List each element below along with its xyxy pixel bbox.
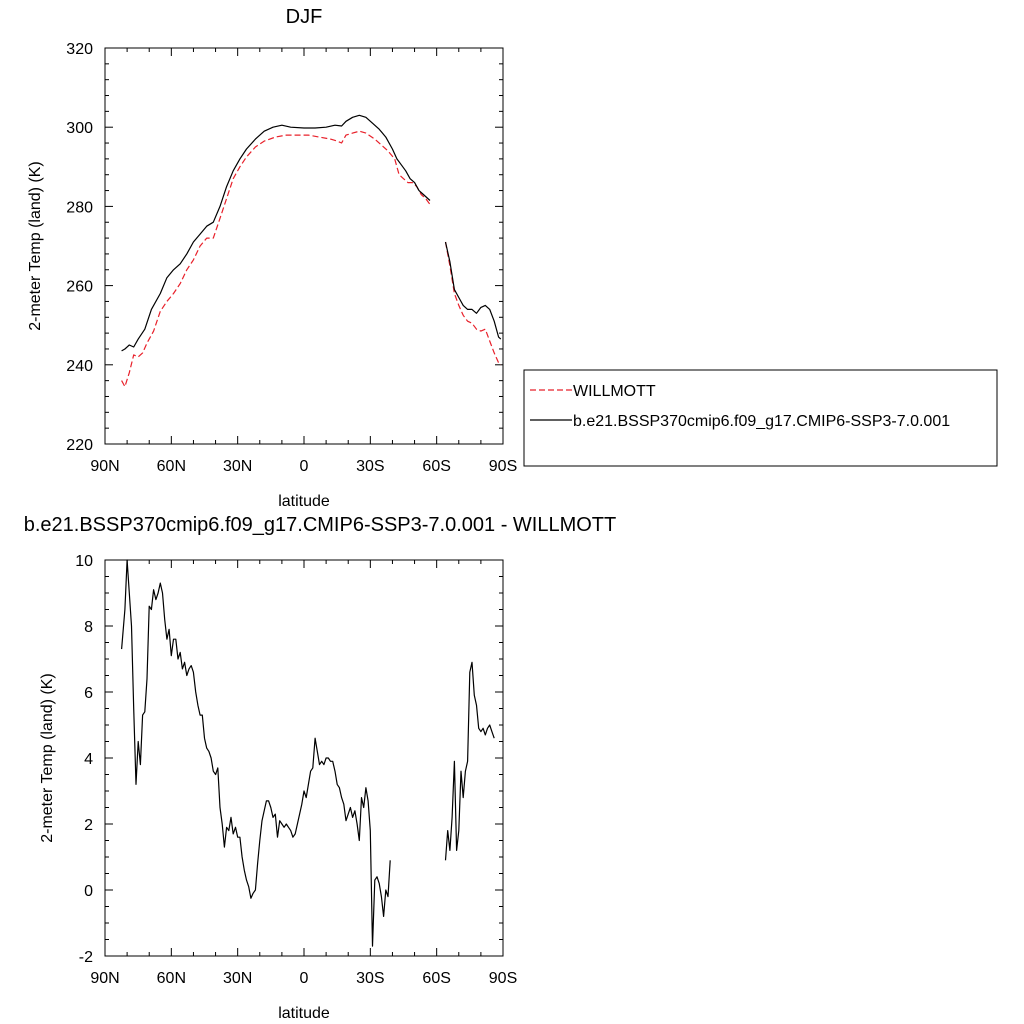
- willmott-line: [444, 241, 502, 366]
- bottom-y-axis-label: 2-meter Temp (land) (K): [39, 673, 56, 843]
- x-tick-label: 30N: [223, 970, 252, 987]
- top-major-ticks: 90N 60N 30N 0 30S 60S 90S 220 240 260 280 300 320: [66, 41, 517, 475]
- y-tick-label: 0: [84, 883, 93, 900]
- y-tick-label: 280: [66, 199, 93, 216]
- model-line: [444, 241, 502, 340]
- y-tick-label: 220: [66, 437, 93, 454]
- top-plot-frame: [104, 47, 504, 445]
- x-tick-label: 30N: [223, 458, 252, 475]
- x-tick-label: 90S: [489, 970, 517, 987]
- x-tick-label: 90S: [489, 458, 517, 475]
- bottom-panel: b.e21.BSSP370cmip6.f09_g17.CMIP6-SSP3-7.…: [24, 514, 617, 1022]
- x-tick-label: 30S: [356, 458, 384, 475]
- y-tick-label: 300: [66, 120, 93, 137]
- top-chart-title: DJF: [286, 6, 323, 28]
- y-tick-label: 240: [66, 358, 93, 375]
- x-tick-label: 90N: [90, 458, 119, 475]
- legend-model-label: b.e21.BSSP370cmip6.f09_g17.CMIP6-SSP3-7.…: [573, 413, 950, 430]
- y-tick-label: 10: [75, 553, 93, 570]
- top-y-axis-label: 2-meter Temp (land) (K): [27, 161, 44, 331]
- willmott-line: [121, 130, 431, 388]
- legend: WILLMOTT b.e21.BSSP370cmip6.f09_g17.CMIP…: [523, 369, 998, 467]
- top-panel: DJF 90N 60N 30N 0 30S 60S 90S 220 240 260 280 300 32…: [27, 6, 517, 510]
- y-tick-label: 320: [66, 41, 93, 58]
- x-tick-label: 90N: [90, 970, 119, 987]
- legend-willmott-label: WILLMOTT: [573, 383, 656, 400]
- x-tick-label: 30S: [356, 970, 384, 987]
- bottom-chart-title: b.e21.BSSP370cmip6.f09_g17.CMIP6-SSP3-7.…: [24, 514, 617, 536]
- x-tick-label: 60S: [422, 970, 450, 987]
- model-line: [121, 559, 391, 947]
- model-line: [121, 114, 431, 352]
- y-tick-label: -2: [79, 949, 93, 966]
- bottom-series-lines: [121, 559, 495, 947]
- y-tick-label: 6: [84, 685, 93, 702]
- x-tick-label: 0: [300, 970, 309, 987]
- y-tick-label: 8: [84, 619, 93, 636]
- top-x-axis-label: latitude: [278, 493, 330, 510]
- x-tick-label: 0: [300, 458, 309, 475]
- y-tick-label: 4: [84, 751, 93, 768]
- bottom-x-axis-label: latitude: [278, 1005, 330, 1022]
- legend-box: [523, 369, 998, 467]
- y-tick-label: 260: [66, 279, 93, 296]
- top-series-lines: [121, 114, 502, 388]
- y-tick-label: 2: [84, 817, 93, 834]
- x-tick-label: 60S: [422, 458, 450, 475]
- top-minor-ticks: [105, 48, 503, 444]
- bottom-major-ticks: 90N 60N 30N 0 30S 60S 90S -2 0 2 4 6 8 10: [75, 553, 517, 987]
- x-tick-label: 60N: [157, 970, 186, 987]
- x-tick-label: 60N: [157, 458, 186, 475]
- model-line: [444, 661, 495, 861]
